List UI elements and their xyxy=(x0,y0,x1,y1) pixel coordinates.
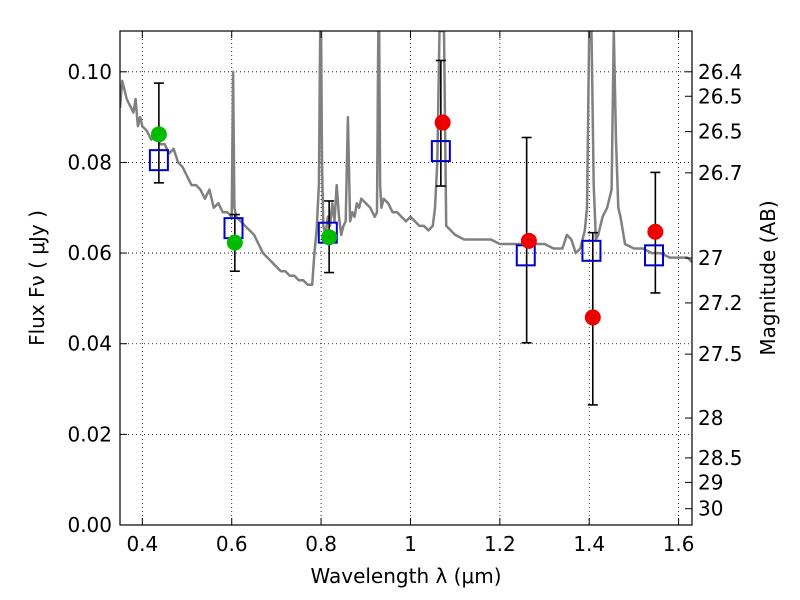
y-tick-label: 0.08 xyxy=(67,150,112,174)
right-tick-label: 26.7 xyxy=(698,161,743,185)
right-tick-label: 26.5 xyxy=(698,120,743,144)
observed-flux-point xyxy=(520,232,537,249)
x-tick-label: 0.4 xyxy=(126,532,158,556)
model-flux-square xyxy=(581,239,602,262)
observed-flux-point xyxy=(647,223,664,240)
plot-frame xyxy=(119,30,693,526)
y-tick-label: 0.06 xyxy=(67,241,112,265)
right-tick-label: 27.2 xyxy=(698,291,743,315)
observed-flux-point xyxy=(226,234,243,251)
grid xyxy=(120,31,692,526)
right-tick-label: 28 xyxy=(698,406,723,430)
markers xyxy=(148,114,665,326)
right-tick-label: 26.4 xyxy=(698,60,743,84)
x-axis-label: Wavelength λ (μm) xyxy=(310,564,501,588)
x-tick-label: 1.6 xyxy=(663,532,695,556)
sed-line-layer xyxy=(120,31,692,287)
observed-flux-point xyxy=(150,126,167,143)
x-tick-label: 0.6 xyxy=(216,532,248,556)
observed-flux-point xyxy=(584,309,601,326)
x-tick-label: 1.4 xyxy=(573,532,605,556)
y-axis-label: Flux Fν ( μJy ) xyxy=(25,210,49,346)
model-flux-square xyxy=(644,244,665,267)
sed-line xyxy=(120,31,692,287)
x-tick-label: 1.2 xyxy=(484,532,516,556)
y-tick-label: 0.04 xyxy=(67,332,112,356)
right-tick-label: 27.5 xyxy=(698,342,743,366)
observed-flux-point xyxy=(434,114,451,131)
observed-flux-point xyxy=(321,229,338,246)
y-axis-right-label: Magnitude (AB) xyxy=(756,200,780,355)
y-tick-label: 0.10 xyxy=(67,60,112,84)
model-flux-square xyxy=(515,244,536,267)
right-tick-label: 29 xyxy=(698,470,723,494)
right-tick-label: 27 xyxy=(698,246,723,270)
model-flux-square xyxy=(148,149,169,172)
x-tick-label: 1 xyxy=(404,532,417,556)
right-tick-label: 30 xyxy=(698,497,723,521)
y-tick-label: 0.02 xyxy=(67,422,112,446)
ticks: 0.4 0.6 0.8 1 1.2 1.4 1.6 0.00 0.02 0.04 0.06 0.08 0… xyxy=(67,31,743,556)
y-tick-label: 0.00 xyxy=(67,513,112,537)
x-tick-label: 0.8 xyxy=(305,532,337,556)
right-tick-label: 28.5 xyxy=(698,446,743,470)
right-tick-label: 26.5 xyxy=(698,84,743,108)
model-flux-square xyxy=(430,140,451,163)
